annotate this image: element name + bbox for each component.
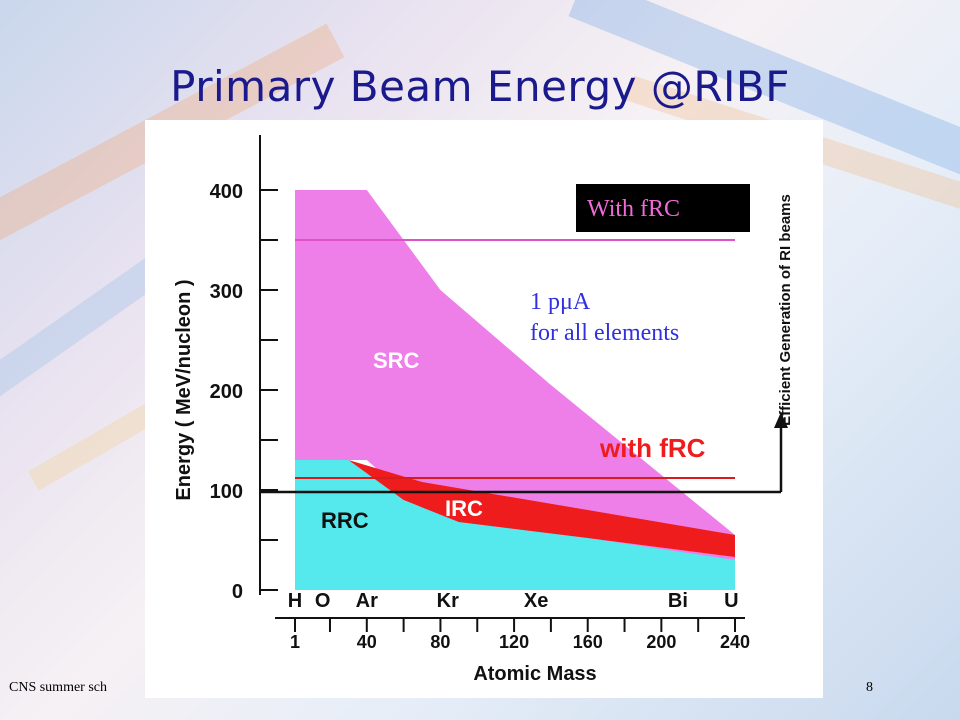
energy-chart: 0 100 200 300 400 Energy ( MeV/nucleon ) H O Ar K… <box>173 135 794 685</box>
element-label: H <box>288 590 302 612</box>
region-irc <box>348 460 735 557</box>
x-tick-label: 1 <box>290 632 300 652</box>
region-label-src: SRC <box>373 348 420 373</box>
region-label-irc: IRC <box>445 496 483 521</box>
region-src <box>295 190 735 560</box>
with-frc-region-label: with fRC <box>599 433 706 463</box>
x-tick-label: 40 <box>357 632 377 652</box>
element-label: O <box>315 590 331 612</box>
x-tick-label: 160 <box>573 632 603 652</box>
element-label: Ar <box>356 590 378 612</box>
y-tick-label: 0 <box>232 581 243 603</box>
x-axis-label: Atomic Mass <box>473 663 596 685</box>
with-frc-box <box>576 184 750 232</box>
element-label: Bi <box>668 590 688 612</box>
arrow-head-icon <box>774 412 788 428</box>
intensity-annotation-line2: for all elements <box>530 320 679 346</box>
y-tick-label: 400 <box>210 181 243 203</box>
x-tick-label: 200 <box>646 632 676 652</box>
page-number: 8 <box>866 680 873 695</box>
side-arrow-label: Efficient Generation of RI beams <box>777 194 794 426</box>
y-tick-label: 300 <box>210 281 243 303</box>
footer-text: CNS summer sch <box>9 680 107 695</box>
x-tick-label: 120 <box>499 632 529 652</box>
with-frc-box-label: With fRC <box>587 196 680 222</box>
element-label: Xe <box>524 590 548 612</box>
element-label: U <box>724 590 738 612</box>
x-tick-label: 240 <box>720 632 750 652</box>
x-tick-label: 80 <box>430 632 450 652</box>
y-tick-label: 200 <box>210 381 243 403</box>
region-label-rrc: RRC <box>321 508 369 533</box>
chart-panel: 0 100 200 300 400 Energy ( MeV/nucleon ) H O Ar K… <box>145 120 823 698</box>
slide-title: Primary Beam Energy @RIBF <box>170 62 790 111</box>
y-axis-label: Energy ( MeV/nucleon ) <box>173 279 195 500</box>
region-rrc <box>295 460 735 590</box>
y-tick-label: 100 <box>210 481 243 503</box>
intensity-annotation-line1: 1 pμA <box>530 289 591 315</box>
element-label: Kr <box>437 590 459 612</box>
